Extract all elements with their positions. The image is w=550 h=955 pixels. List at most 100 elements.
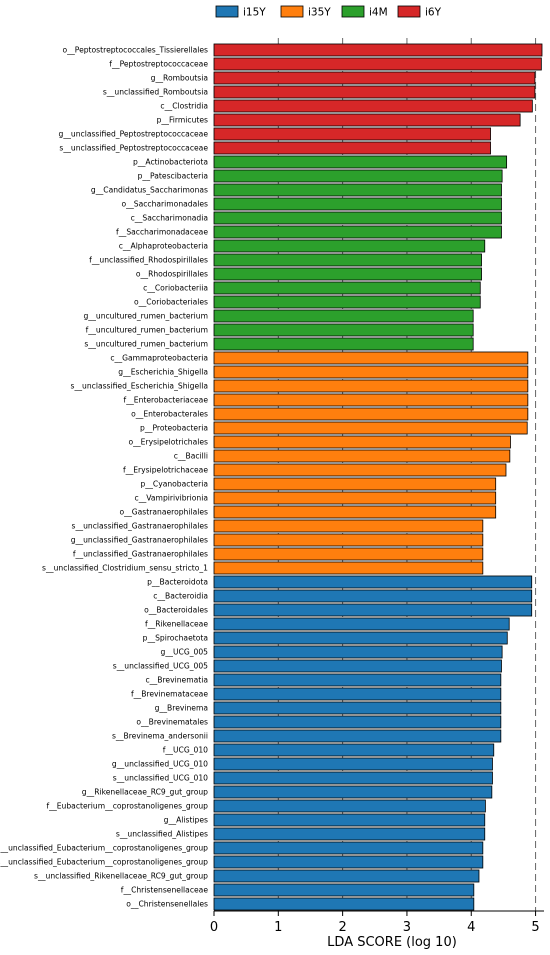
category-label: o__Gastranaerophilales <box>120 508 209 517</box>
bar <box>213 491 497 505</box>
category-label: f__unclassified_Gastranaerophilales <box>73 550 208 559</box>
category-label: f__Eubacterium__coprostanoligenes_group <box>46 802 208 811</box>
category-label: s__unclassified_UCG_005 <box>113 662 208 671</box>
bar <box>213 757 493 771</box>
category-label: s__unclassified_Peptostreptococcaceae <box>59 144 208 153</box>
category-label: g__uncultured_rumen_bacterium <box>83 312 208 321</box>
category-label: s__unclassified_Escherichia_Shigella <box>70 382 208 391</box>
category-label: g__unclassified_UCG_010 <box>112 760 208 769</box>
bar <box>213 379 529 393</box>
category-label: s__unclassified_Romboutsia <box>103 88 208 97</box>
bar <box>213 715 502 729</box>
category-label: s__unclassified_Rikenellaceae_RC9_gut_gr… <box>34 872 208 881</box>
bar <box>213 855 484 869</box>
bar <box>213 141 491 155</box>
bar <box>213 631 508 645</box>
bar <box>213 883 475 897</box>
bar <box>213 463 507 477</box>
category-label: g__Escherichia_Shigella <box>118 368 208 377</box>
category-label: g__UCG_005 <box>161 648 209 657</box>
bar <box>213 435 511 449</box>
bar <box>213 225 502 239</box>
category-label: f__Brevinemataceae <box>131 690 208 699</box>
x-axis-label: LDA SCORE (log 10) <box>327 935 457 950</box>
category-label: f__Erysipelotrichaceae <box>123 466 208 475</box>
bar <box>213 99 533 113</box>
bar <box>213 729 502 743</box>
category-label: g__Alistipes <box>164 816 208 825</box>
bar <box>213 183 502 197</box>
category-label: p__Proteobacteria <box>140 424 208 433</box>
category-label: c__Bacteroidia <box>153 592 208 601</box>
legend-swatch <box>215 5 239 18</box>
bar <box>213 841 484 855</box>
category-label: f__Rikenellaceae <box>145 620 208 629</box>
legend-label: i35Y <box>308 7 331 19</box>
category-label: g__unclassified_Peptostreptococcaceae <box>59 130 209 139</box>
x-tick-label: 3 <box>403 920 411 935</box>
legend-swatch <box>397 5 421 18</box>
category-label: p__Bacteroidota <box>147 578 208 587</box>
category-label: c__Saccharimonadia <box>131 214 208 223</box>
bar <box>213 43 543 57</box>
category-label: o__Rhodospirillales <box>136 270 208 279</box>
bar <box>213 71 536 85</box>
bar <box>213 365 529 379</box>
bar <box>213 295 481 309</box>
bar <box>213 659 502 673</box>
legend-swatch <box>341 5 365 18</box>
bar <box>213 211 502 225</box>
bar <box>213 575 533 589</box>
bar <box>213 673 502 687</box>
bar <box>213 743 495 757</box>
category-label: s__uncultured_rumen_bacterium <box>84 340 208 349</box>
category-label: p__Spirochaetota <box>143 634 208 643</box>
bar <box>213 113 521 127</box>
category-label: c__Vampirivibrionia <box>135 494 208 503</box>
category-label: p__Firmicutes <box>157 116 208 125</box>
x-tick-label: 0 <box>210 920 218 935</box>
bar <box>213 477 497 491</box>
category-label: c__Bacilli <box>174 452 208 461</box>
bar <box>213 687 502 701</box>
category-label: c__Alphaproteobacteria <box>119 242 208 251</box>
bar <box>213 813 486 827</box>
x-axis: 0 1 2 3 4 5 <box>210 910 544 935</box>
bar <box>213 351 529 365</box>
bar <box>213 197 502 211</box>
category-label: c__Coriobacteriia <box>143 284 208 293</box>
category-label: g__unclassified_Gastranaerophilales <box>71 536 208 545</box>
bar <box>213 57 542 71</box>
category-label: s__unclassified_UCG_010 <box>113 774 208 783</box>
category-label: s__unclassified_Gastranaerophilales <box>72 522 208 531</box>
category-label: o__Enterobacterales <box>131 410 208 419</box>
bar <box>213 127 491 141</box>
category-label: f__Christensenellaceae <box>121 886 209 895</box>
category-labels: o__Peptostreptococcales_Tissierellales f_… <box>0 46 208 909</box>
category-label: o__Coriobacteriales <box>134 298 208 307</box>
bar <box>213 281 481 295</box>
bar <box>213 869 480 883</box>
category-label: p__Cyanobacteria <box>140 480 208 489</box>
category-label: f__Saccharimonadaceae <box>116 228 208 237</box>
bar <box>213 617 510 631</box>
x-tick-label: 4 <box>467 920 475 935</box>
x-tick-label: 5 <box>531 920 539 935</box>
category-label: o__Bacteroidales <box>144 606 208 615</box>
category-label: o__Peptostreptococcales_Tissierellales <box>63 46 209 55</box>
bar <box>213 323 474 337</box>
bar <box>213 337 474 351</box>
category-label: c__Brevinematia <box>146 676 209 685</box>
category-label: s__unclassified_Alistipes <box>116 830 208 839</box>
category-label: g__Rikenellaceae_RC9_gut_group <box>82 788 208 797</box>
bar <box>213 505 497 519</box>
category-label: o__Brevinematales <box>136 718 208 727</box>
legend-swatch <box>280 5 304 18</box>
category-label: g__Candidatus_Saccharimonas <box>91 186 208 195</box>
bar <box>213 85 536 99</box>
bar <box>213 701 502 715</box>
bar <box>213 393 529 407</box>
legend-label: i6Y <box>425 7 442 19</box>
category-label: g__Romboutsia <box>151 74 208 83</box>
category-label: f__unclassified_Rhodospirillales <box>89 256 208 265</box>
